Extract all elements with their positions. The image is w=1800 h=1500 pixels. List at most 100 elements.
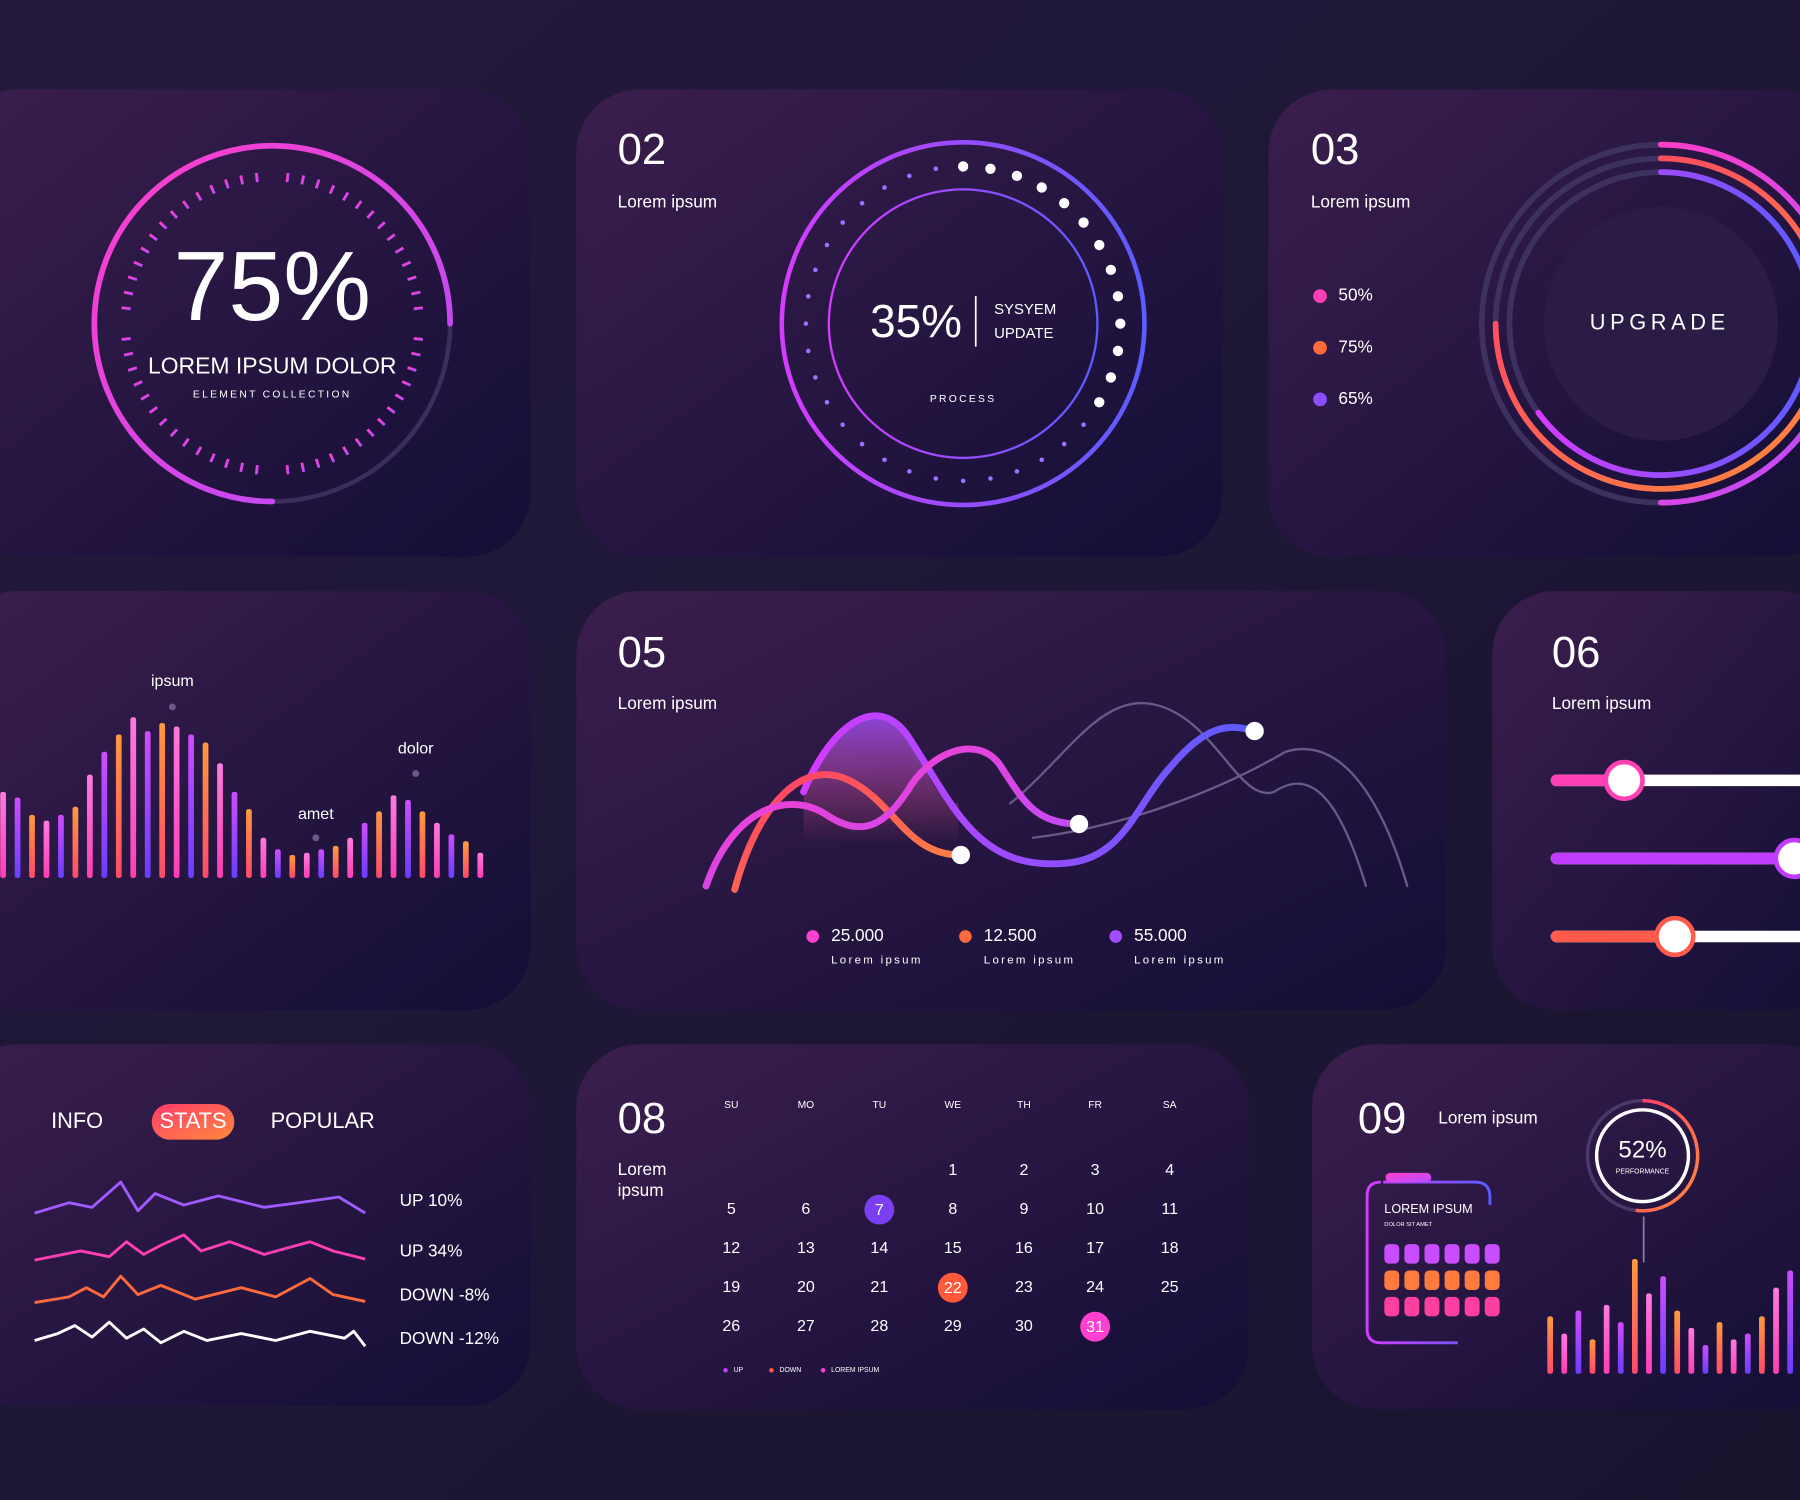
day[interactable]: 14 [870,1239,888,1257]
performance-caption: PERFORMANCE [1616,1169,1670,1176]
gauge-tick [342,191,350,202]
sparkline [34,1180,366,1215]
bar [58,814,64,878]
day-highlight [1080,1311,1111,1342]
gauge-inner-ring [1594,1108,1691,1204]
day[interactable]: 10 [1086,1200,1104,1218]
bar [72,806,79,878]
day[interactable]: 25 [1161,1278,1179,1296]
gauge-tick [413,337,424,341]
slider-value: 42 [1667,930,1684,946]
tab[interactable]: STATS [160,1108,227,1133]
progress-dot [1059,198,1070,209]
gauge-tick [300,175,306,185]
bar [274,849,281,878]
day[interactable]: 26 [722,1317,740,1335]
slider-knob[interactable] [1773,837,1800,880]
sparklines [34,1180,367,1348]
progress-dot [805,294,811,299]
progress-dot [803,321,809,326]
day[interactable]: 7 [875,1201,884,1219]
gauge-tick [195,191,203,202]
bar [390,795,397,878]
wave-point[interactable] [951,845,971,865]
day[interactable]: 11 [1161,1200,1178,1218]
day[interactable]: 17 [1086,1239,1104,1257]
tab[interactable]: POPULAR [271,1108,375,1133]
day[interactable]: 5 [727,1200,736,1218]
day-highlight [864,1194,895,1225]
day[interactable]: 12 [722,1239,740,1257]
day[interactable]: 2 [1019,1161,1028,1179]
bar [318,849,325,878]
slider-knob[interactable] [1654,915,1696,958]
gauge-tick [285,465,290,475]
upgrade-disc[interactable] [1543,206,1778,441]
bar [434,822,440,878]
wave-point[interactable] [1245,721,1264,741]
day[interactable]: 21 [870,1278,888,1296]
day[interactable]: 28 [870,1317,888,1335]
progress-dot [859,441,865,447]
bar [231,791,238,878]
day[interactable]: 19 [722,1278,740,1296]
gauge-tick [411,290,421,296]
day[interactable]: 29 [944,1317,962,1335]
day[interactable]: 16 [1015,1239,1033,1257]
tab[interactable]: INFO [51,1108,103,1133]
panel [1492,591,1800,1010]
progress-dot [1094,239,1105,251]
tile [1444,1296,1460,1317]
day[interactable]: 27 [797,1317,815,1335]
weekday: SU [724,1100,738,1111]
bar [1646,1293,1652,1374]
progress-dot [882,185,887,190]
gauge-tick [224,458,230,469]
gauge-tick [254,465,259,475]
panel [0,1044,531,1406]
panel-number: 03 [1311,126,1360,174]
wave-point[interactable] [1069,814,1089,834]
series-label: DOWN -8% [400,1284,490,1304]
day[interactable]: 1 [948,1161,957,1179]
gauge-tick [413,306,424,311]
day[interactable]: 22 [944,1279,962,1297]
day[interactable]: 4 [1165,1161,1174,1179]
tile [1384,1296,1400,1317]
series-label: DOWN -12% [400,1328,499,1348]
day[interactable]: 9 [1019,1200,1028,1218]
day[interactable]: 13 [797,1239,815,1257]
day[interactable]: 20 [797,1278,815,1296]
annotation-dot [312,834,320,842]
bar [448,834,455,878]
day[interactable]: 6 [801,1200,810,1218]
gauge-tick [377,417,386,427]
performance-value: 52% [1618,1136,1666,1163]
day[interactable]: 3 [1091,1161,1100,1179]
day[interactable]: 8 [948,1200,957,1218]
bar [260,837,267,878]
day[interactable]: 24 [1086,1278,1104,1296]
panel-number: 08 [618,1095,667,1143]
bar [361,822,368,878]
day[interactable]: 18 [1161,1239,1179,1257]
slider-value: 82 [1786,852,1800,868]
series-label: UP 10% [400,1190,463,1210]
gauge-tick [328,453,336,463]
progress-dot [1039,457,1045,463]
sparkline [34,1320,367,1348]
day[interactable]: 30 [1015,1317,1033,1335]
bar [1617,1322,1624,1374]
tile [1404,1296,1420,1317]
upgrade-button[interactable]: UPGRADE [1590,309,1730,334]
panel-label: Lorem ipsum [1438,1108,1537,1128]
gauge-tick [127,275,138,282]
slider-knob[interactable] [1603,759,1645,802]
sparkline [34,1233,366,1262]
ring-outer [779,140,1147,508]
day[interactable]: 23 [1015,1278,1033,1296]
weekday: SA [1163,1100,1177,1111]
day[interactable]: 15 [944,1239,962,1257]
day[interactable]: 31 [1086,1318,1104,1336]
bar [173,726,180,878]
